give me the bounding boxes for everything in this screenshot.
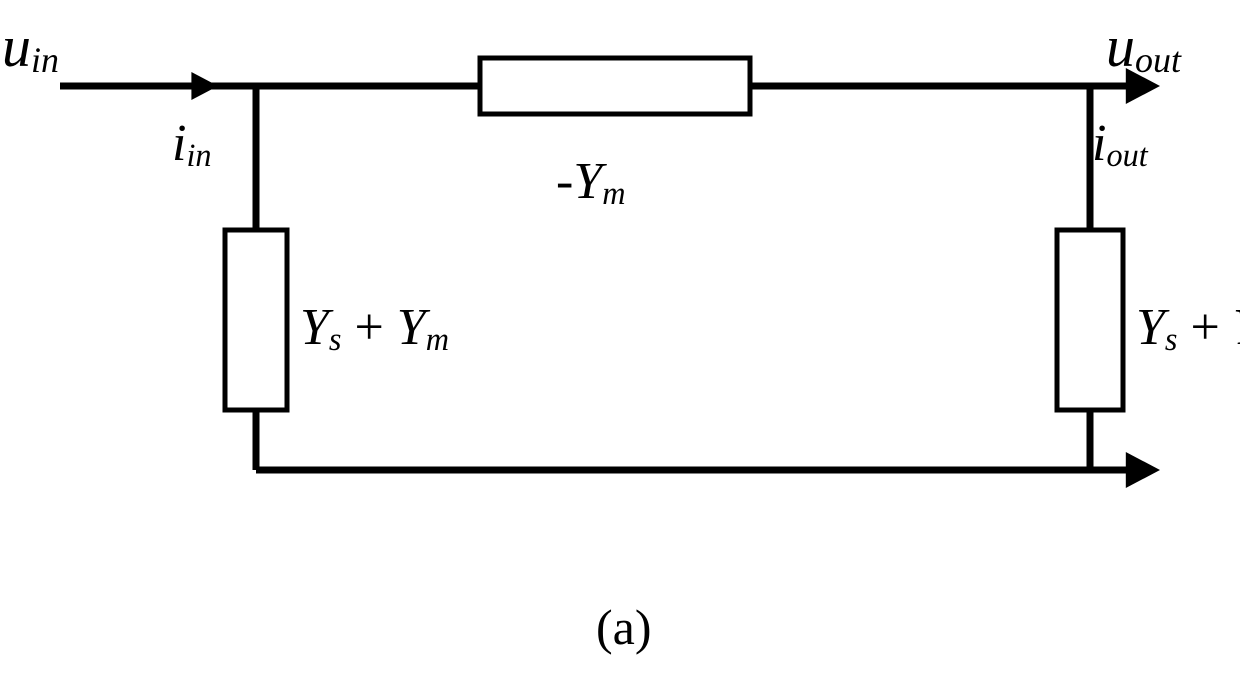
- label-series-sub: m: [602, 175, 625, 211]
- shunt-left-admittance-box: [225, 230, 287, 410]
- label-u-out-sub: out: [1135, 40, 1181, 80]
- series-admittance-box: [480, 58, 750, 114]
- label-i-out-base: i: [1092, 115, 1106, 172]
- arrows-group: [191, 68, 1160, 488]
- label-i-in-sub: in: [186, 137, 211, 173]
- label-u-in-base: u: [2, 14, 31, 79]
- diagram-stage: uin uout iin iout -Ym Ys + Ym Ys + Ym (a…: [0, 0, 1240, 675]
- label-series-neg-ym: -Ym: [556, 156, 626, 208]
- label-i-in-base: i: [172, 115, 186, 172]
- boxes-group: [225, 58, 1123, 410]
- label-shunt-right: Ys + Ym: [1136, 302, 1240, 354]
- label-series-text: -Y: [556, 153, 602, 210]
- label-i-in: iin: [172, 118, 212, 170]
- label-u-in-sub: in: [31, 40, 59, 80]
- label-u-out-base: u: [1106, 14, 1135, 79]
- figure-caption: (a): [596, 598, 652, 656]
- circuit-svg: [0, 0, 1240, 675]
- label-i-out-sub: out: [1106, 137, 1147, 173]
- label-shunt-left: Ys + Ym: [300, 302, 449, 354]
- shunt-right-admittance-box: [1057, 230, 1123, 410]
- label-u-in: uin: [2, 18, 59, 76]
- label-u-out: uout: [1106, 18, 1181, 76]
- wires-group: [60, 86, 1142, 470]
- label-i-out: iout: [1092, 118, 1148, 170]
